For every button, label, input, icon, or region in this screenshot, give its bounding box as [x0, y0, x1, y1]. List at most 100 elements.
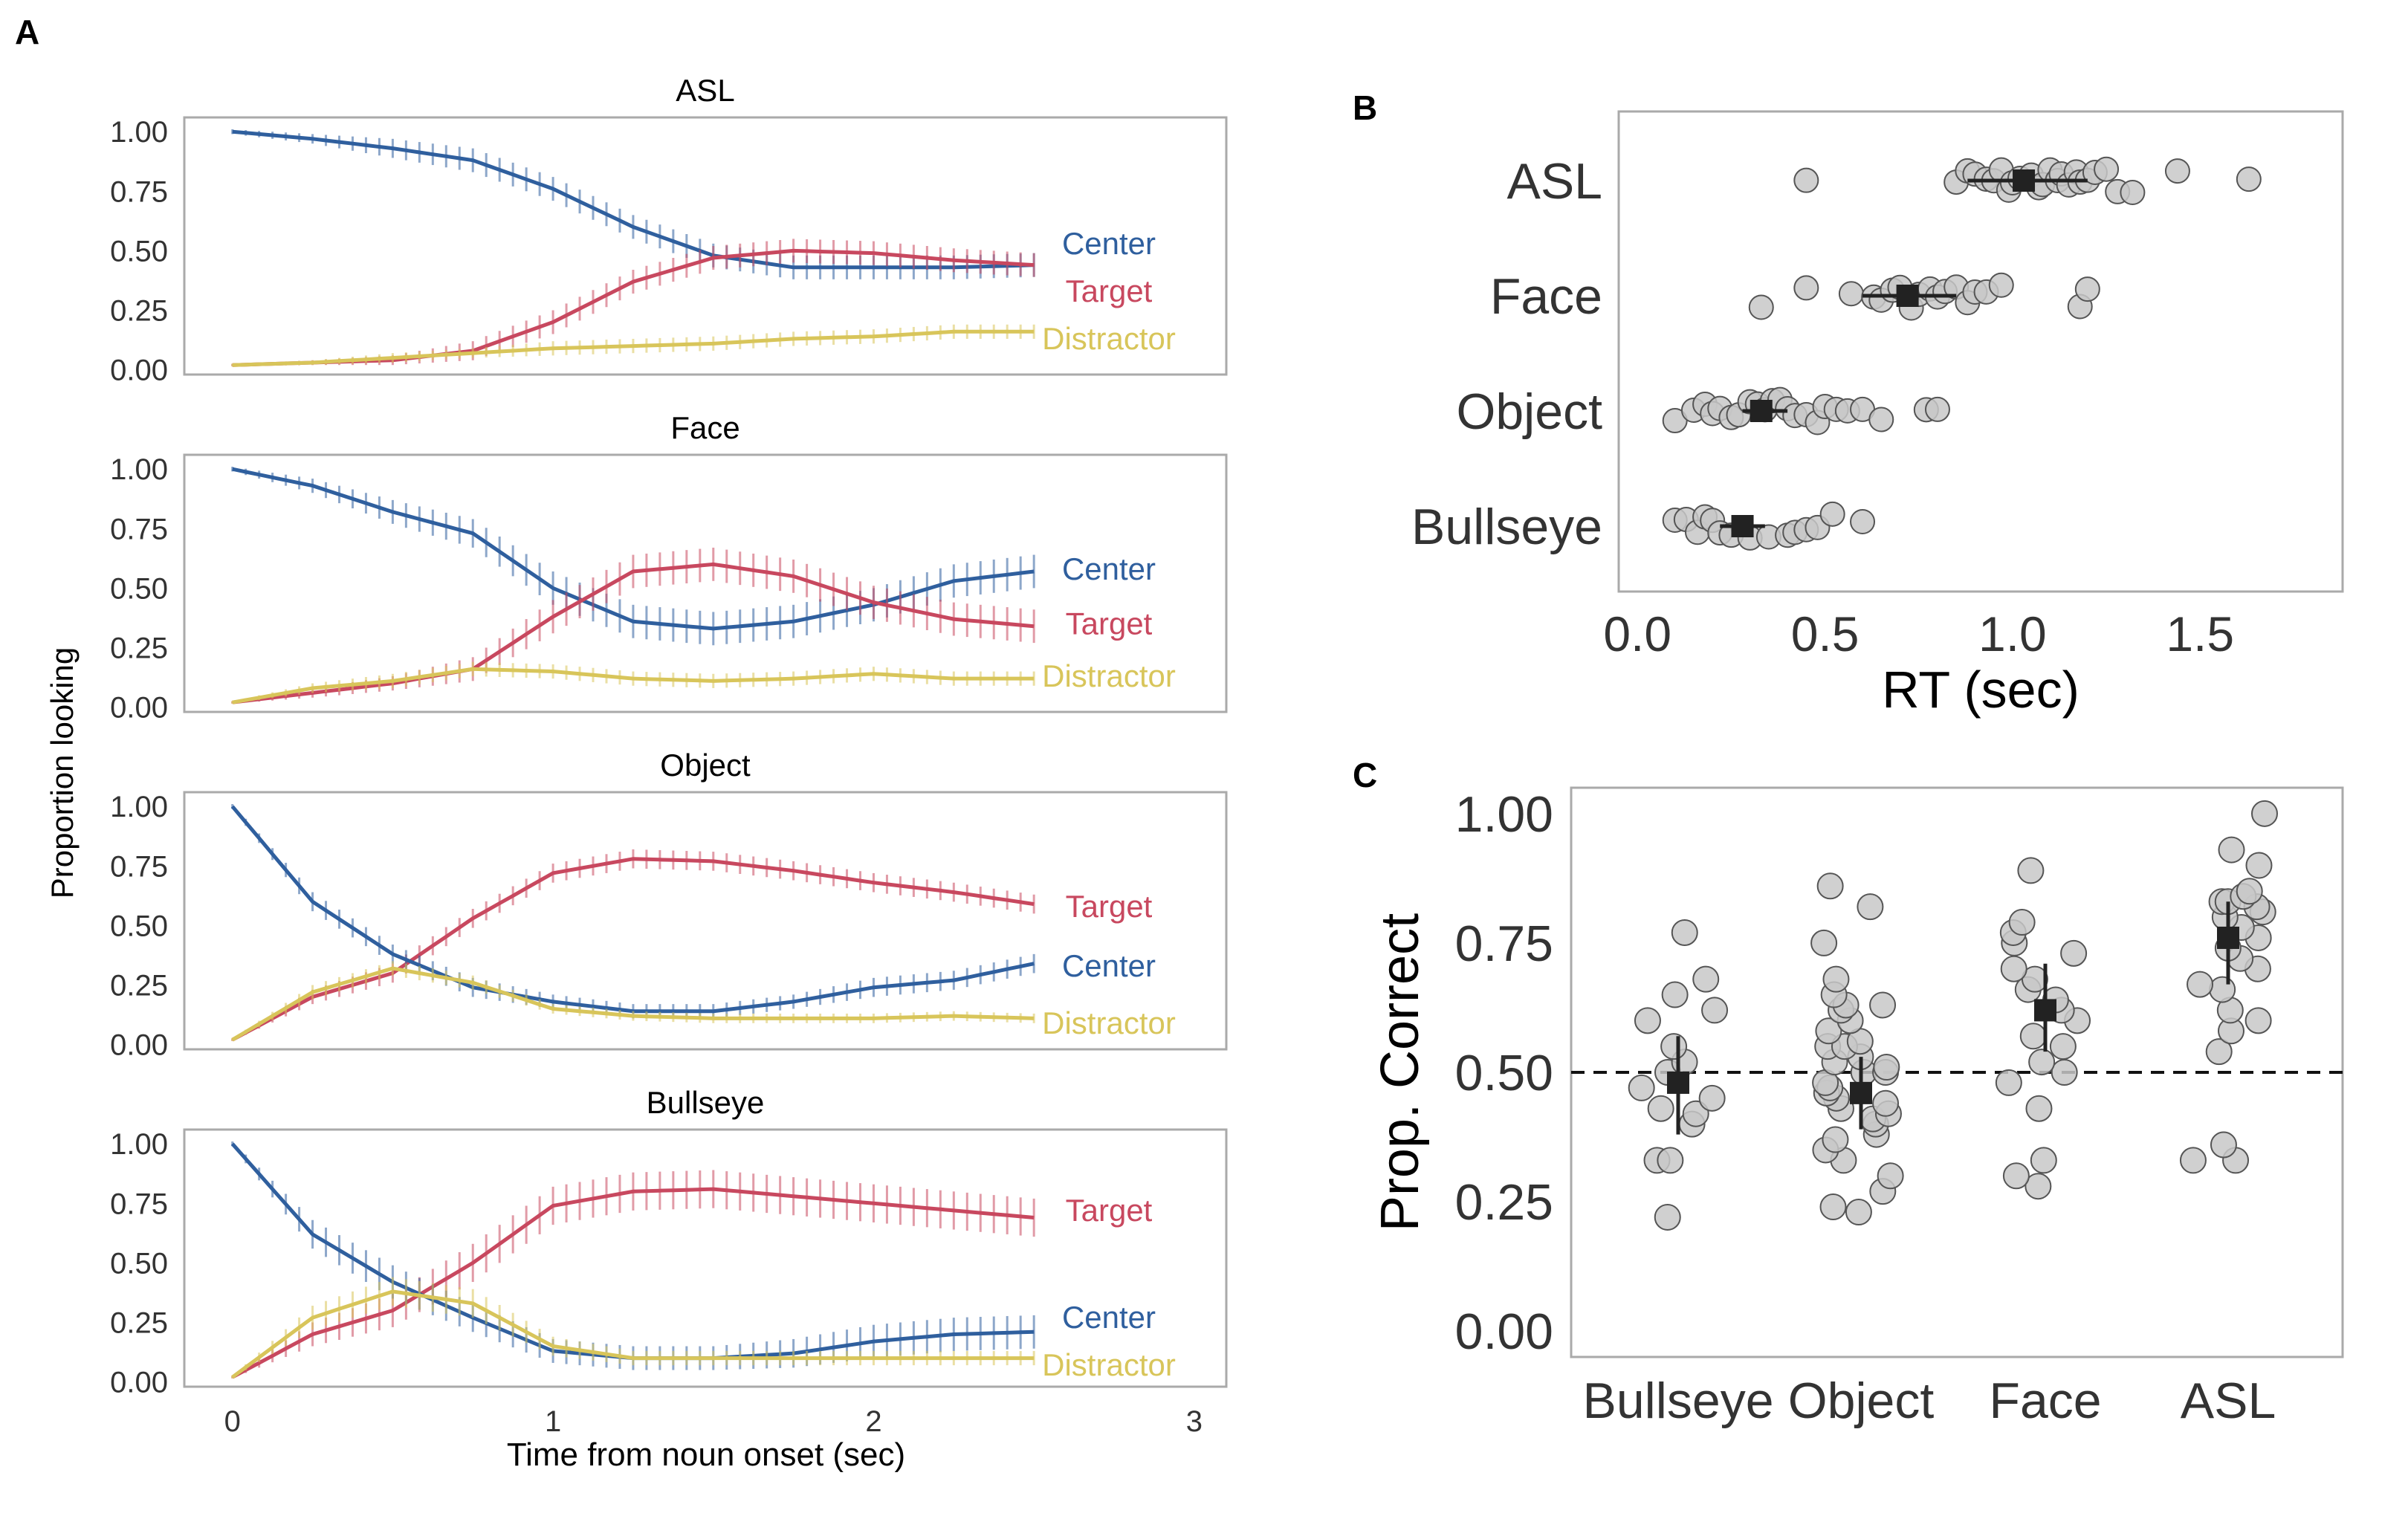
mean-marker [1750, 400, 1773, 422]
y-tick-label: 0.00 [110, 1367, 168, 1399]
data-point [1850, 509, 1876, 535]
data-point [1819, 1193, 1847, 1221]
mean-marker [2217, 926, 2239, 949]
axes-frame [183, 453, 1228, 713]
series-label-distractor: Distractor [1042, 321, 1176, 356]
series-label-distractor: Distractor [1042, 658, 1176, 693]
data-point [2030, 1147, 2057, 1174]
errorbars-distractor [231, 661, 1035, 704]
data-point [1822, 965, 1850, 993]
series-line-distractor [231, 966, 1035, 1042]
series-line-center [230, 805, 1035, 1014]
data-point [1845, 1199, 1872, 1226]
x-tick-label: Bullseye [1582, 1373, 1773, 1429]
data-point [2049, 1033, 2077, 1060]
y-tick-label: 1.00 [110, 116, 168, 149]
subplot-title: Object [660, 748, 751, 783]
y-tick-label: 0.00 [110, 692, 168, 725]
x-tick-label: 1.5 [2166, 606, 2234, 661]
data-point [1634, 1007, 1661, 1034]
y-tick-label: 0.50 [110, 572, 168, 605]
data-point [1654, 1203, 1681, 1231]
data-point [1682, 1100, 1709, 1127]
data-point [2028, 1049, 2056, 1076]
axes-frame [183, 791, 1228, 1051]
data-point [2094, 156, 2120, 182]
data-point [2210, 1131, 2237, 1159]
series-label-target: Target [1066, 606, 1153, 641]
data-point [1810, 929, 1838, 956]
data-point [1995, 1069, 2022, 1096]
data-point [2209, 976, 2236, 1003]
series-label-center: Center [1062, 948, 1156, 983]
data-point [1838, 281, 1864, 307]
y-tick-label: 0.50 [110, 910, 168, 942]
data-point [2051, 1059, 2078, 1086]
subplot-bullseye: Bullseye 0.00 0.25 0.50 0.75 1.00 0 1 2 3 Target Ce… [110, 1085, 1228, 1438]
data-point [1873, 1054, 1900, 1081]
x-tick-label: 0.5 [1791, 606, 1860, 661]
axes-frame [1617, 110, 2344, 593]
y-tick-label: 0.25 [110, 295, 168, 328]
x-tick-label: 0 [224, 1405, 241, 1438]
mean-marker [1896, 285, 1919, 307]
subplot-object: Object 0.00 0.25 0.50 0.75 1.00 Target Center Di… [110, 748, 1228, 1062]
panel-label-a: A [15, 13, 40, 51]
mean-marker [1731, 515, 1754, 537]
panel-a-timecourse: ASL 0.00 0.25 0.50 0.75 1.00 Center Target Distr… [45, 73, 1228, 1473]
data-point [2250, 800, 2278, 827]
data-point [2060, 939, 2088, 967]
data-point [2019, 1023, 2047, 1050]
mean-marker [1850, 1081, 1872, 1104]
data-point [1628, 1074, 1655, 1101]
data-point [1647, 1095, 1674, 1122]
data-point [1657, 1147, 1684, 1174]
x-tick-label: 0.0 [1603, 606, 1671, 661]
data-point [1793, 167, 1819, 193]
data-point [2244, 1007, 2272, 1034]
data-point [2002, 1162, 2030, 1190]
data-point [2205, 1038, 2233, 1066]
data-point [1698, 1084, 1726, 1112]
data-point [2008, 909, 2036, 936]
series-label-center: Center [1062, 1300, 1156, 1335]
y-tick-label: 0.25 [110, 970, 168, 1002]
subplot-title: Bullseye [647, 1085, 765, 1120]
points-asl [2179, 800, 2278, 1174]
series-label-target: Target [1066, 889, 1153, 924]
y-tick-label: 0.75 [1455, 916, 1553, 972]
subplot-title: Face [670, 410, 739, 445]
y-tick-label: Bullseye [1411, 499, 1602, 555]
x-axis-label: RT (sec) [1882, 661, 2080, 719]
y-tick-label: 0.75 [110, 513, 168, 545]
subplot-asl: ASL 0.00 0.25 0.50 0.75 1.00 Center Target Distr… [110, 73, 1228, 387]
data-point [1671, 919, 1698, 946]
y-tick-label: 0.25 [1455, 1174, 1553, 1231]
x-tick-label: ASL [2181, 1373, 2276, 1429]
data-point [1869, 991, 1897, 1019]
x-axis-label: Time from noun onset (sec) [507, 1436, 905, 1473]
data-point [1701, 997, 1729, 1024]
data-point [1822, 1126, 1849, 1153]
y-tick-label: Object [1456, 383, 1602, 440]
panel-b-rt-scatter: 0.0 0.5 1.0 1.5 RT (sec) ASL Face Object Bullsey… [1411, 110, 2344, 719]
y-tick-label: ASL [1506, 153, 1602, 210]
errorbars-distractor [231, 961, 1035, 1041]
data-point [2025, 1095, 2053, 1122]
data-point [1857, 893, 1884, 921]
points-bullseye [1662, 501, 1876, 551]
series-label-center: Center [1062, 226, 1156, 261]
points-object [1662, 386, 1950, 435]
y-tick-label: 0.75 [110, 175, 168, 208]
y-tick-label: 0.50 [110, 1247, 168, 1280]
x-tick-label: 1 [545, 1405, 561, 1438]
y-axis-label: Prop. Correct [1370, 913, 1430, 1231]
data-point [1868, 406, 1894, 433]
panel-label-c: C [1353, 756, 1378, 794]
series-line-distractor [231, 1289, 1035, 1379]
mean-marker [2034, 999, 2056, 1022]
y-tick-label: 0.75 [110, 1188, 168, 1220]
y-tick-label: 1.00 [110, 1128, 168, 1161]
data-point [1660, 1033, 1688, 1060]
